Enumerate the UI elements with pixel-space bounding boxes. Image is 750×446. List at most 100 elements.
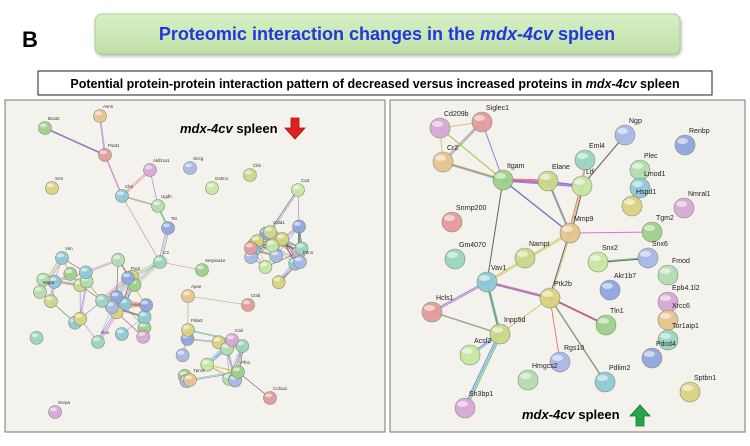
protein-node [642, 348, 662, 368]
node-label: Col1a1 [273, 386, 288, 391]
node-highlight [185, 163, 192, 167]
protein-node [595, 372, 615, 392]
protein-node [264, 392, 277, 405]
node-highlight [57, 253, 64, 257]
node-highlight [38, 275, 45, 279]
protein-node [74, 312, 87, 325]
protein-node [445, 249, 465, 269]
node-label: Sh3bp1 [469, 391, 493, 398]
node-label: Rgs10 [564, 345, 584, 352]
node-highlight [97, 296, 104, 300]
node-label: Fbn1 [303, 250, 314, 255]
node-label: Vav1 [491, 265, 507, 272]
protein-node [140, 299, 153, 312]
node-highlight [660, 333, 671, 339]
node-highlight [574, 179, 585, 185]
protein-node [658, 265, 678, 285]
node-highlight [682, 385, 693, 391]
protein-node [572, 176, 592, 196]
node-label: Acsf2 [474, 338, 492, 345]
node-label: Pdlim2 [609, 365, 631, 372]
protein-node [293, 220, 306, 233]
node-highlight [495, 173, 506, 179]
node-label: Eml4 [589, 143, 605, 150]
protein-node [152, 200, 165, 213]
node-highlight [432, 121, 443, 127]
protein-node [515, 248, 535, 268]
node-highlight [113, 255, 120, 259]
protein-node [588, 252, 608, 272]
protein-node [94, 110, 107, 123]
protein-node [433, 152, 453, 172]
node-label: Ctsb [251, 293, 261, 298]
network-label: mdx-4cv spleen [522, 407, 620, 422]
title-part: spleen [553, 24, 615, 44]
node-highlight [213, 338, 220, 342]
node-highlight [111, 293, 118, 297]
node-label: Snrnp200 [456, 205, 486, 212]
node-highlight [31, 333, 38, 337]
node-highlight [617, 128, 628, 134]
node-label: Snrpa [58, 400, 71, 405]
protein-node [144, 164, 157, 177]
node-highlight [435, 155, 446, 161]
protein-node [116, 190, 129, 203]
node-label: Lmod1 [644, 171, 666, 178]
protein-node [622, 196, 642, 216]
node-highlight [660, 295, 671, 301]
protein-node [232, 366, 245, 379]
protein-node [259, 261, 272, 274]
node-label: Pdcd4 [656, 341, 676, 348]
node-highlight [265, 227, 272, 231]
node-highlight [117, 329, 124, 333]
protein-node [34, 286, 47, 299]
node-highlight [447, 252, 458, 258]
node-highlight [117, 191, 124, 195]
title-part: mdx-4cv [480, 24, 554, 44]
node-label: Snx2 [602, 245, 618, 252]
protein-node [493, 170, 513, 190]
node-highlight [65, 269, 72, 273]
node-label: Pfn1 [241, 360, 251, 365]
node-highlight [81, 268, 88, 272]
node-highlight [644, 351, 655, 357]
node-highlight [540, 174, 551, 180]
protein-node [115, 328, 128, 341]
protein-node [64, 267, 77, 280]
node-highlight [35, 287, 42, 291]
protein-node [460, 345, 480, 365]
node-label: Tst [171, 216, 178, 221]
node-label: Siglec1 [486, 105, 509, 112]
protein-node [92, 336, 105, 349]
subtitle: Potential protein-protein interaction pa… [70, 77, 679, 91]
node-label: Ltf [586, 169, 594, 176]
node-highlight [163, 223, 170, 227]
panel-letter: B [22, 27, 38, 52]
node-highlight [197, 265, 204, 269]
protein-node [264, 226, 277, 239]
node-highlight [277, 235, 284, 239]
node-label: Nmral1 [688, 191, 711, 198]
network-label-part: mdx-4cv [522, 407, 576, 422]
node-highlight [293, 185, 300, 189]
node-highlight [444, 215, 455, 221]
protein-node [184, 374, 197, 387]
node-label: Ugdh [161, 194, 172, 199]
protein-node [266, 239, 279, 252]
protein-node [490, 324, 510, 344]
node-label: Renbp [689, 128, 710, 135]
protein-node [244, 242, 257, 255]
node-highlight [139, 312, 146, 316]
node-label: Bcat2 [48, 116, 60, 121]
node-highlight [246, 244, 253, 248]
node-highlight [457, 401, 468, 407]
node-label: Itgam [507, 163, 525, 170]
protein-node [680, 382, 700, 402]
node-highlight [202, 360, 209, 364]
protein-node [154, 256, 167, 269]
protein-node [176, 349, 189, 362]
node-highlight [562, 226, 573, 232]
node-label: Srm [55, 176, 64, 181]
network-label: mdx-4cv spleen [180, 121, 278, 136]
